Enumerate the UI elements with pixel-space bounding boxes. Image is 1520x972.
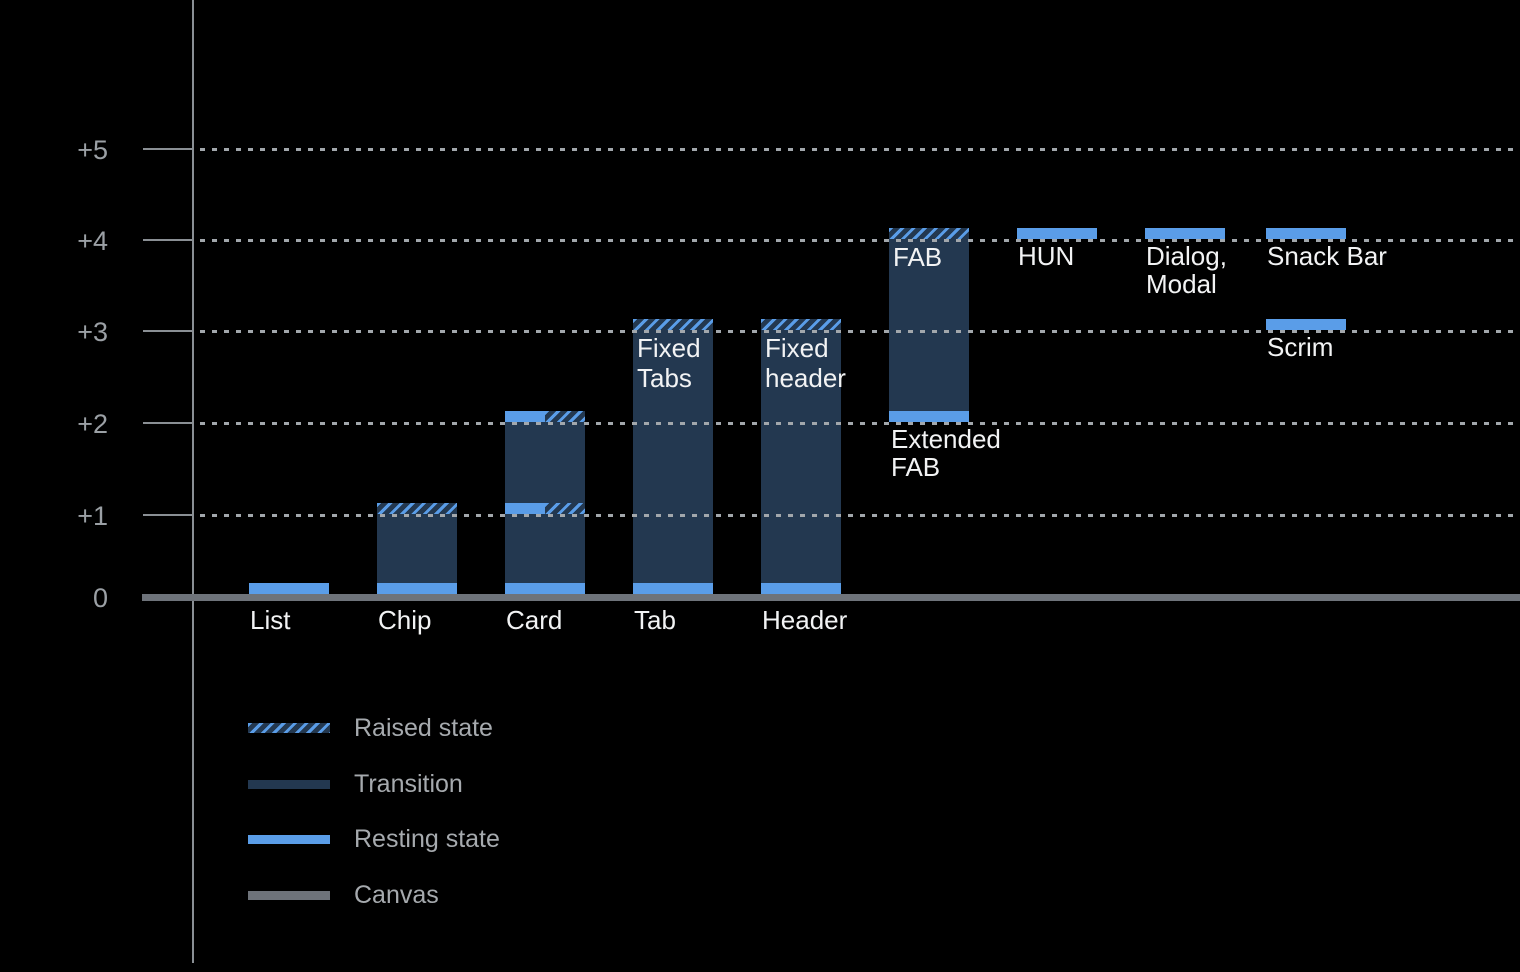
legend-swatch-transition-icon xyxy=(248,779,330,789)
label-line: Dialog, xyxy=(1146,241,1227,271)
label-line: Tabs xyxy=(637,363,692,393)
bar-Header xyxy=(761,330,841,594)
label-line: Fixed xyxy=(637,333,701,363)
legend-swatch-resting-icon xyxy=(248,834,330,844)
label-Card: Card xyxy=(506,606,562,635)
label-Snack Bar: Snack Bar xyxy=(1267,242,1387,270)
label-line: List xyxy=(250,605,291,635)
label-FAB / Extended FAB: Extended FAB xyxy=(891,425,1001,481)
y-axis-line xyxy=(192,0,194,963)
grid-tick-+5 xyxy=(143,148,194,150)
bar-Chip xyxy=(377,514,457,594)
label-line: Snack Bar xyxy=(1267,241,1387,271)
label-line: Fixed xyxy=(765,333,829,363)
band-resting-Card xyxy=(505,583,585,594)
label-line: Scrim xyxy=(1267,332,1334,362)
label-line: Card xyxy=(506,605,563,635)
band-resting-Chip xyxy=(377,583,457,594)
label-line: Tab xyxy=(634,605,676,635)
y-tick-label-+1: +1 xyxy=(77,500,108,531)
label-List: List xyxy=(250,606,290,635)
grid-line-+5 xyxy=(200,148,1520,151)
grid-line-+2 xyxy=(200,422,1520,425)
band-resting-half xyxy=(505,411,545,422)
grid-tick-+4 xyxy=(143,239,194,241)
y-tick-label-+4: +4 xyxy=(77,225,108,256)
legend-label-raised: Raised state xyxy=(354,713,493,742)
label-line: Extended xyxy=(891,424,1001,454)
legend-row-resting: Resting state xyxy=(248,823,500,855)
legend-swatch-canvas-icon xyxy=(248,890,330,900)
grid-tick-+3 xyxy=(143,330,194,332)
label-line: header xyxy=(765,363,846,393)
label-HUN: HUN xyxy=(1018,242,1074,270)
label-line: FAB xyxy=(893,242,943,272)
band-split-Card xyxy=(505,503,585,514)
grid-line-+4 xyxy=(200,239,1520,242)
label-Tab: Tab xyxy=(634,606,676,635)
label-Dialog, Modal: Dialog, Modal xyxy=(1146,242,1227,298)
label-line: Header xyxy=(762,605,848,635)
band-raised-Tab xyxy=(633,319,713,330)
band-resting-FAB / Extended FAB xyxy=(889,411,969,422)
bar-Tab xyxy=(633,330,713,594)
label-FAB / Extended FAB: FAB xyxy=(893,242,942,272)
band-resting-Snack Bar xyxy=(1266,228,1346,239)
band-resting-List xyxy=(249,583,329,594)
band-resting-Scrim xyxy=(1266,319,1346,330)
band-resting-Dialog, Modal xyxy=(1145,228,1225,239)
legend-row-raised: Raised state xyxy=(248,712,493,744)
label-line: HUN xyxy=(1018,241,1075,271)
legend-label-canvas: Canvas xyxy=(354,880,439,909)
legend-row-canvas: Canvas xyxy=(248,879,439,911)
grid-tick-+1 xyxy=(143,514,194,516)
grid-tick-+2 xyxy=(143,422,194,424)
label-line: Modal xyxy=(1146,269,1217,299)
y-tick-label-0: 0 xyxy=(92,582,108,613)
band-split-Card xyxy=(505,411,585,422)
label-Scrim: Scrim xyxy=(1267,333,1333,361)
canvas-baseline xyxy=(142,594,1520,601)
band-raised-Header xyxy=(761,319,841,330)
y-tick-label-+2: +2 xyxy=(77,408,108,439)
band-resting-half xyxy=(505,503,545,514)
band-raised-Chip xyxy=(377,503,457,514)
band-resting-HUN xyxy=(1017,228,1097,239)
grid-line-+3 xyxy=(200,330,1520,333)
band-resting-Header xyxy=(761,583,841,594)
label-Tab: Fixed Tabs xyxy=(637,333,701,393)
label-line: Chip xyxy=(378,605,432,635)
label-Header: Fixed header xyxy=(765,333,846,393)
label-Header: Header xyxy=(762,606,847,635)
band-raised-FAB / Extended FAB xyxy=(889,228,969,239)
y-tick-label-+5: +5 xyxy=(77,134,108,165)
label-Chip: Chip xyxy=(378,606,431,635)
band-raised-half xyxy=(545,411,585,422)
legend-label-transition: Transition xyxy=(354,769,463,798)
band-raised-half xyxy=(545,503,585,514)
y-tick-label-+3: +3 xyxy=(77,316,108,347)
label-line: FAB xyxy=(891,452,941,482)
band-resting-Tab xyxy=(633,583,713,594)
legend-label-resting: Resting state xyxy=(354,824,500,853)
grid-line-+1 xyxy=(200,514,1520,517)
legend-row-transition: Transition xyxy=(248,768,463,800)
legend-swatch-raised-icon xyxy=(248,723,330,733)
